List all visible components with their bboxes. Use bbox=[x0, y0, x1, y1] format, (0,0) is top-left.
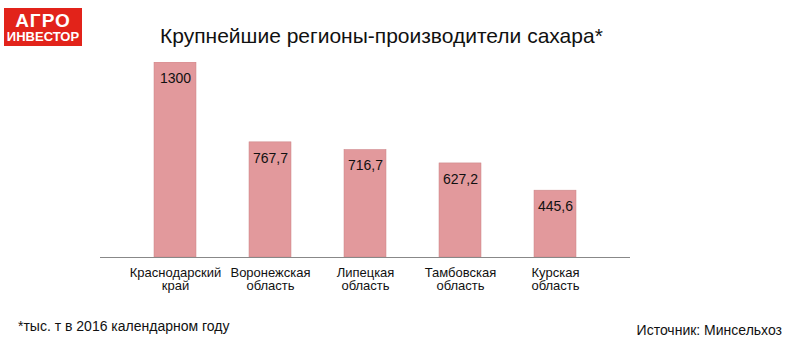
html-text:ИНВЕСТОР: ИНВЕСТОР bbox=[6, 29, 80, 44]
svg-text:Липецкаяобласть: Липецкаяобласть bbox=[337, 265, 395, 293]
html-text:Источник: Минсельхоз: Источник: Минсельхоз bbox=[636, 322, 782, 338]
svg-text:1300: 1300 bbox=[160, 70, 191, 86]
svg-text:Воронежскаяобласть: Воронежскаяобласть bbox=[230, 265, 310, 293]
svg-text:Краснодарскийкрай: Краснодарскийкрай bbox=[130, 265, 221, 293]
svg-text:Тамбовскаяобласть: Тамбовскаяобласть bbox=[425, 265, 497, 293]
html-text:АГРО: АГРО bbox=[15, 10, 71, 31]
svg-text:445,6: 445,6 bbox=[538, 198, 573, 214]
svg-text:Курскаяобласть: Курскаяобласть bbox=[531, 265, 579, 293]
html-text:Крупнейшие регионы-производите: Крупнейшие регионы-производители сахара* bbox=[160, 24, 603, 47]
svg-text:767,7: 767,7 bbox=[253, 150, 288, 166]
svg-text:716,7: 716,7 bbox=[348, 157, 383, 173]
svg-text:627,2: 627,2 bbox=[443, 171, 478, 187]
html-text:*тыс. т в 2016 календарном год: *тыс. т в 2016 календарном году bbox=[18, 318, 230, 334]
